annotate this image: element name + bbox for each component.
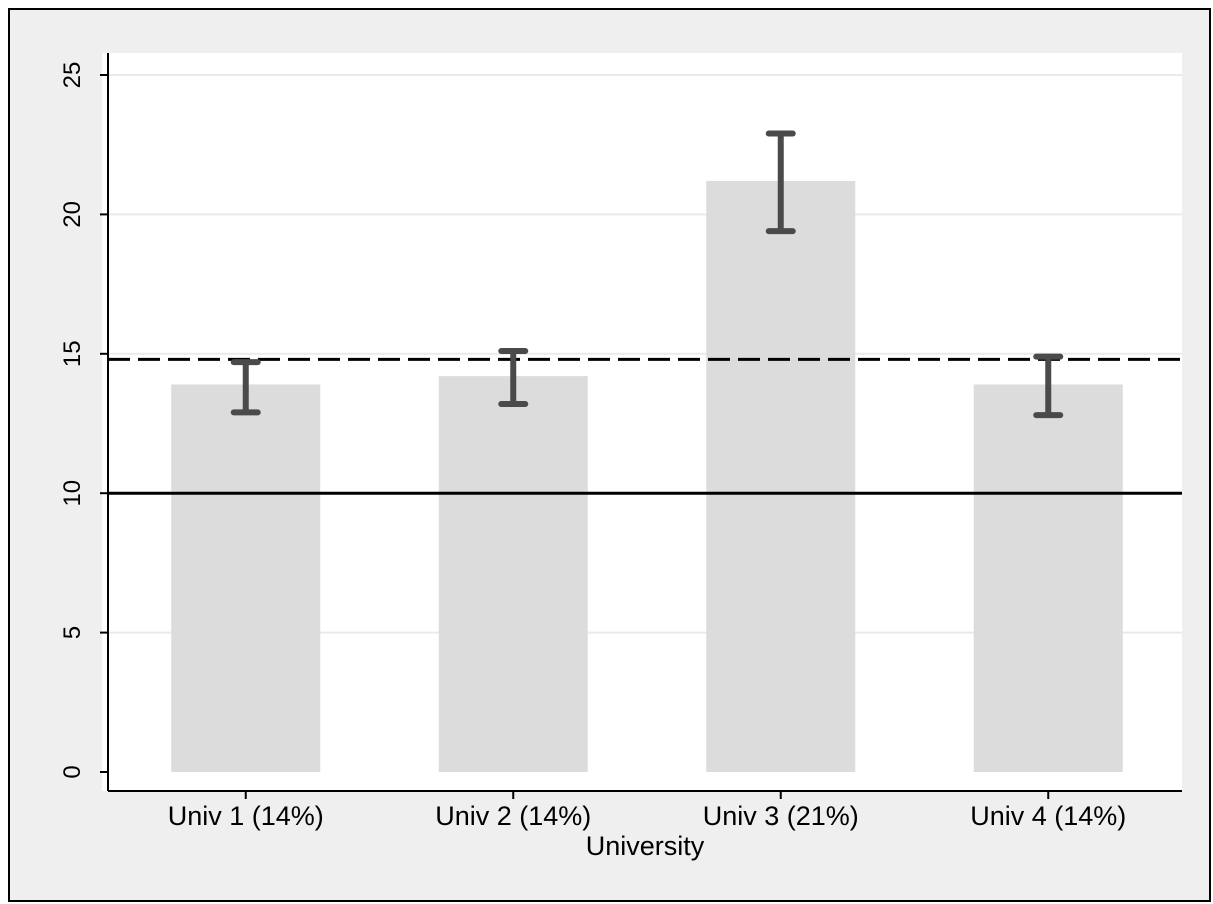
error-bar [498, 348, 529, 407]
bars [171, 180, 1123, 773]
bar [438, 376, 588, 772]
reference-lines [108, 357, 1182, 495]
x-axis-ticks: Univ 1 (14%) Univ 2 (14%) Univ 3 (21%) Univ… [168, 791, 1126, 831]
x-tick-label: Univ 4 (14%) [970, 801, 1126, 831]
x-tick-label: Univ 1 (14%) [168, 801, 324, 831]
error-bars [230, 130, 1064, 419]
bar [973, 384, 1123, 772]
y-tick-label: 15 [59, 340, 86, 367]
y-tick-label: 20 [59, 201, 86, 228]
bar [171, 384, 321, 772]
y-tick-label: 25 [59, 62, 86, 89]
x-axis-label: University [586, 831, 705, 861]
error-bar [230, 359, 261, 416]
x-tick-label: Univ 2 (14%) [435, 801, 591, 831]
bar [706, 180, 856, 773]
y-tick-label: 0 [59, 765, 86, 778]
y-axis-ticks: 0 5 10 15 20 25 [59, 62, 108, 779]
error-bar [1033, 353, 1064, 419]
x-tick-label: Univ 3 (21%) [703, 801, 859, 831]
error-bar [765, 130, 796, 235]
chart-frame: 0 5 10 15 20 25 Univ 1 (14%) Univ 2 (14%) Univ … [8, 8, 1211, 902]
axes [107, 53, 1182, 792]
y-tick-label: 10 [59, 480, 86, 507]
y-tick-label: 5 [59, 626, 86, 639]
